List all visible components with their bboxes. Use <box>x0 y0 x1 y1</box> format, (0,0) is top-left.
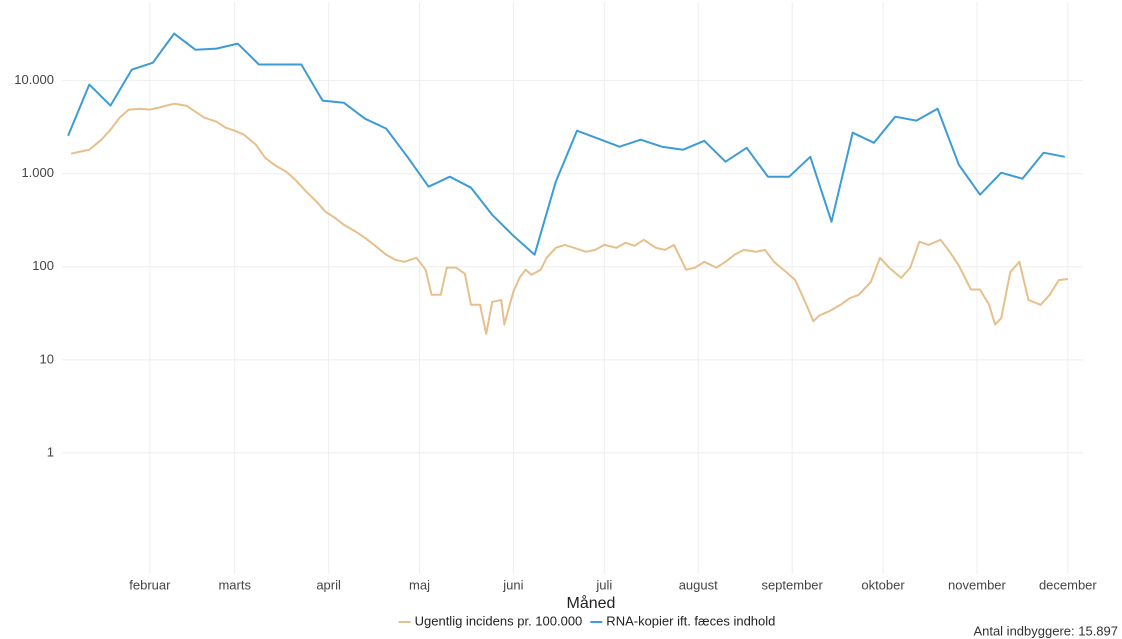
y-tick-label: 1.000 <box>21 165 54 180</box>
line-series <box>70 102 1069 335</box>
line-series <box>67 32 1065 256</box>
x-tick-label: februar <box>129 577 171 592</box>
x-tick-label: august <box>679 577 718 592</box>
legend-label: Ugentlig incidens pr. 100.000 <box>415 613 583 628</box>
y-tick-label: 10 <box>40 351 54 366</box>
y-tick-label: 10.000 <box>14 72 54 87</box>
y-tick-label: 1 <box>47 444 54 459</box>
x-axis-label: Måned <box>567 594 616 612</box>
x-tick-label: oktober <box>861 577 905 592</box>
caption: Antal indbyggere: 15.897 <box>973 623 1118 638</box>
x-tick-label: april <box>316 577 341 592</box>
x-tick-label: juni <box>502 577 523 592</box>
legend-item: Ugentlig incidens pr. 100.000 <box>398 613 583 628</box>
y-tick-label: 100 <box>32 258 54 273</box>
x-tick-label: september <box>761 577 823 592</box>
x-tick-label: maj <box>409 577 430 592</box>
legend: Ugentlig incidens pr. 100.000 RNA-kopier … <box>398 613 775 628</box>
legend-label: RNA-kopier ift. fæces indhold <box>606 613 775 628</box>
x-tick-label: december <box>1039 577 1097 592</box>
legend-item: RNA-kopier ift. fæces indhold <box>590 613 775 628</box>
x-tick-label: juli <box>595 577 612 592</box>
x-tick-label: november <box>948 577 1006 592</box>
x-tick-label: marts <box>218 577 251 592</box>
grid <box>62 2 1083 574</box>
